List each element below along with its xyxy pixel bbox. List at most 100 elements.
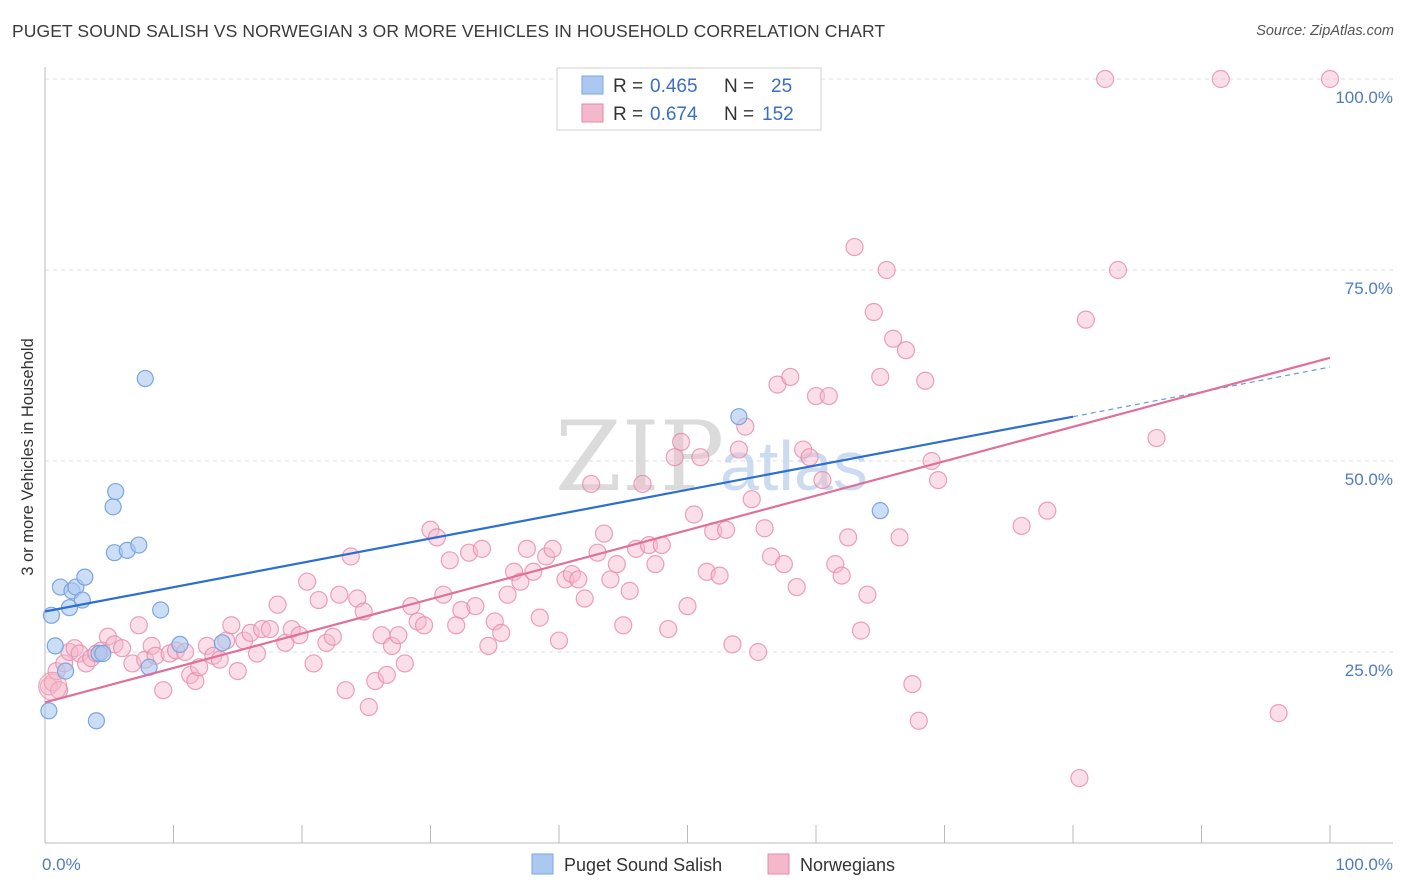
norwegians-point (819, 386, 838, 406)
y-tick-labels: 25.0% 50.0% 75.0% 100.0% (1335, 88, 1393, 680)
y-tick-label: 25.0% (1345, 661, 1393, 680)
norwegians-point (607, 555, 626, 574)
norwegians-point (304, 654, 323, 673)
puget-sound-salish-trendline (44, 415, 1074, 613)
norwegians-point (549, 631, 569, 650)
source-label: Source: ZipAtlas.com (1256, 23, 1394, 39)
norwegians-point (582, 474, 601, 494)
norwegians-point (1147, 428, 1166, 448)
puget-sound-salish-point (730, 408, 748, 426)
norwegians-point (781, 367, 800, 387)
norwegians-point (260, 619, 279, 639)
puget-sound-salish-point (87, 712, 106, 730)
norwegians-point (330, 585, 349, 604)
norwegians-point (268, 595, 287, 614)
legend-r-value: 0.674 (650, 104, 698, 125)
norwegians-point (883, 329, 903, 348)
norwegians-point (222, 616, 241, 635)
norwegians-point (228, 661, 247, 681)
norwegians-point (794, 440, 813, 459)
norwegians-point (659, 619, 678, 639)
puget-sound-salish-point (46, 637, 64, 655)
norwegians-point (755, 519, 774, 538)
norwegians-point (729, 440, 749, 459)
norwegians-trendline (44, 356, 1331, 704)
puget-sound-salish-point (130, 536, 148, 554)
legend-n-label: N = (724, 104, 754, 125)
legend-n-value: 152 (762, 104, 794, 125)
norwegians-point (851, 621, 871, 640)
legend-r-label: R = (613, 76, 643, 97)
norwegians-point (492, 623, 511, 643)
norwegians-point (665, 448, 684, 467)
norwegians-point (858, 585, 877, 604)
norwegians-point (323, 627, 342, 646)
norwegians-point (742, 490, 761, 509)
trend-lines (44, 356, 1331, 704)
norwegians-point (452, 600, 471, 620)
puget-sound-salish-point (40, 702, 58, 720)
norwegians-point (909, 711, 928, 730)
norwegians-point (537, 547, 556, 566)
norwegians-point (845, 237, 864, 257)
norwegians-point (903, 674, 922, 694)
norwegians-point (98, 627, 118, 646)
norwegians-point (749, 642, 768, 662)
bottom-legend-swatch-pink (767, 853, 790, 875)
norwegians-point (1269, 704, 1288, 723)
norwegians-point (382, 636, 402, 655)
norwegians-point (684, 505, 704, 524)
legend-n-value: 25 (771, 76, 792, 97)
norwegians-point (543, 539, 562, 558)
y-tick-label: 100.0% (1335, 88, 1393, 107)
norwegians-point (646, 555, 665, 574)
legend-n-label: N = (724, 76, 754, 97)
norwegians-point (1108, 260, 1128, 280)
puget-sound-salish-point (171, 635, 189, 653)
bottom-legend-swatch-blue (531, 853, 554, 875)
norwegians-point (472, 539, 491, 558)
norwegians-point (389, 626, 408, 645)
x-tick-label: 0.0% (42, 855, 81, 874)
norwegians-point (298, 572, 317, 591)
x-tick-label: 100.0% (1335, 855, 1393, 874)
puget-sound-salish-point (871, 502, 889, 520)
norwegians-point (377, 665, 396, 685)
norwegians-point (186, 671, 205, 691)
norwegians-point (569, 570, 588, 589)
chart-title: PUGET SOUND SALISH VS NORWEGIAN 3 OR MOR… (12, 21, 886, 41)
grid-lines (45, 78, 1393, 653)
watermark: ZIP atlas (555, 401, 868, 513)
norwegians-point (839, 528, 858, 547)
y-tick-label: 50.0% (1345, 470, 1393, 489)
norwegians-point (826, 555, 845, 574)
legend-box: R = 0.465 N = 25 R = 0.674 N = 152 (556, 67, 822, 131)
bottom-legend-label: Norwegians (800, 855, 895, 875)
norwegians-point (723, 635, 742, 654)
bottom-legend: Puget Sound Salish Norwegians (531, 853, 895, 875)
puget-sound-salish-point (76, 568, 94, 586)
norwegians-point (336, 681, 355, 700)
norwegians-point (414, 616, 434, 635)
watermark-atlas: atlas (720, 427, 868, 505)
norwegians-point (877, 260, 896, 280)
norwegians-point (710, 566, 729, 585)
norwegians-point (485, 612, 504, 631)
norwegians-point (1012, 516, 1031, 536)
norwegians-point (241, 623, 260, 643)
norwegians-point (594, 524, 614, 543)
norwegians-point (896, 341, 916, 360)
norwegians-point (671, 432, 691, 451)
norwegians-point (890, 528, 909, 547)
norwegians-point (864, 302, 883, 322)
norwegians-point (479, 636, 498, 655)
norwegians-point (65, 639, 84, 658)
y-axis-title: 3 or more Vehicles in Household (19, 338, 37, 576)
norwegians-point (678, 597, 697, 616)
norwegians-point (787, 577, 806, 597)
norwegians-point (112, 639, 132, 658)
norwegians-point (813, 471, 832, 490)
y-tick-label: 75.0% (1345, 279, 1393, 298)
legend-r-value: 0.465 (650, 76, 698, 97)
